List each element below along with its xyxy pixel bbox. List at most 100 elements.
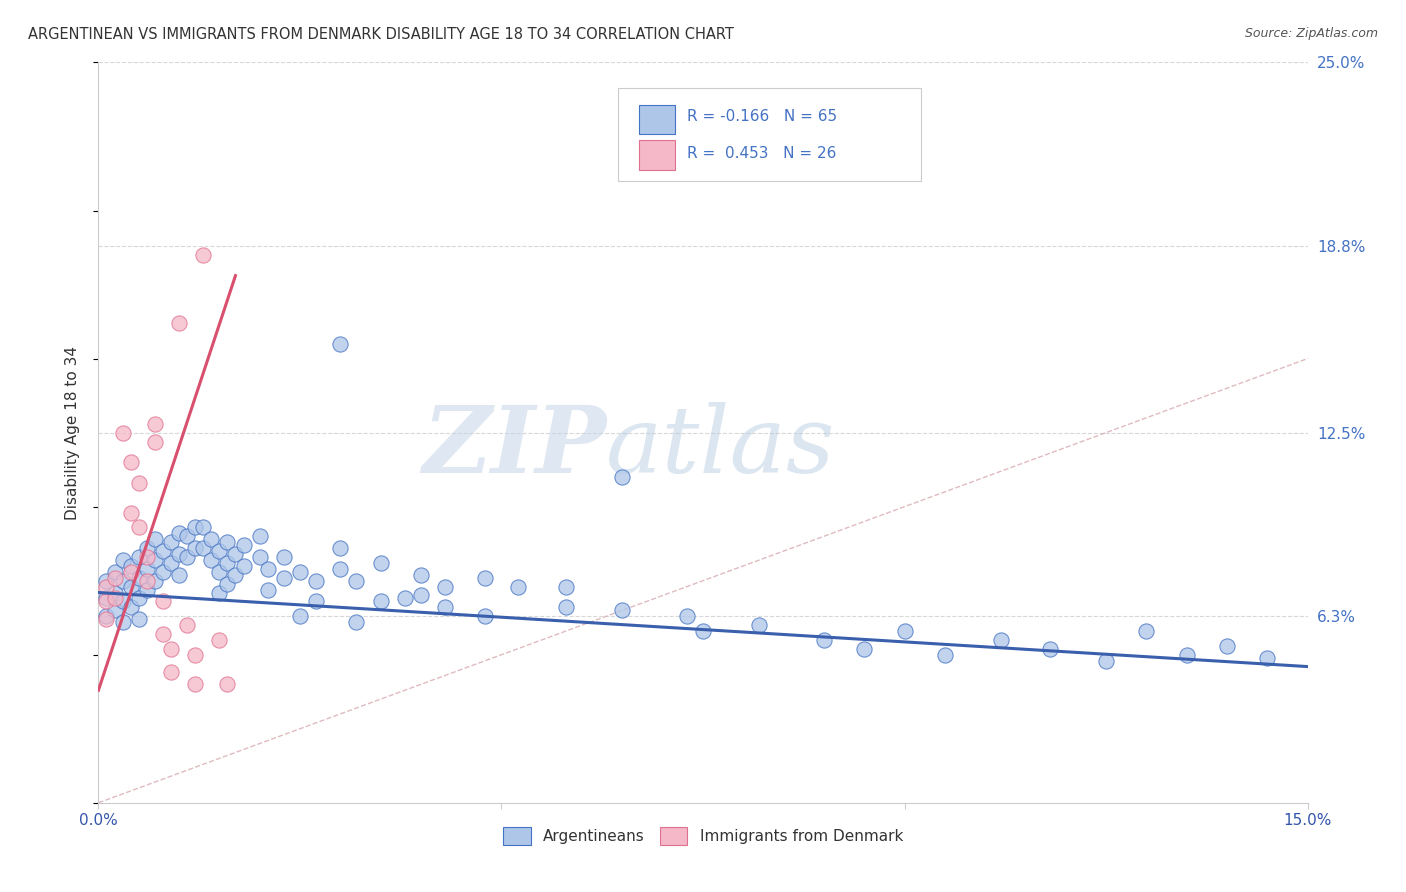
Point <box>176 549 198 564</box>
Point <box>208 544 231 558</box>
Point <box>474 609 496 624</box>
Point <box>612 470 634 484</box>
Point <box>256 562 278 576</box>
Point <box>167 567 190 582</box>
Point <box>1095 654 1118 668</box>
Point <box>143 553 166 567</box>
Point <box>893 624 915 638</box>
Point <box>160 665 183 680</box>
Point <box>555 600 578 615</box>
Point <box>103 565 125 579</box>
Point <box>990 632 1012 647</box>
Point <box>676 609 699 624</box>
Point <box>135 541 157 555</box>
Point <box>434 580 457 594</box>
Point <box>748 618 770 632</box>
Point <box>143 417 166 431</box>
Legend: Argentineans, Immigrants from Denmark: Argentineans, Immigrants from Denmark <box>496 821 910 851</box>
Point <box>1216 639 1239 653</box>
Point <box>217 535 239 549</box>
Point <box>344 615 367 629</box>
Point <box>193 520 215 534</box>
Point <box>143 574 166 588</box>
FancyBboxPatch shape <box>619 88 921 181</box>
Point <box>305 594 328 608</box>
Point <box>224 547 246 561</box>
Point <box>120 580 142 594</box>
Point <box>120 565 142 579</box>
Text: Source: ZipAtlas.com: Source: ZipAtlas.com <box>1244 27 1378 40</box>
Point <box>135 562 157 576</box>
Point <box>103 603 125 617</box>
Point <box>152 594 174 608</box>
Point <box>1256 650 1278 665</box>
Point <box>934 648 956 662</box>
Point <box>96 612 118 626</box>
Point <box>135 549 157 564</box>
Point <box>96 580 118 594</box>
FancyBboxPatch shape <box>638 104 675 135</box>
Point <box>111 574 134 588</box>
Point <box>160 556 183 570</box>
Point <box>128 475 150 490</box>
Point <box>120 506 142 520</box>
Point <box>329 541 352 555</box>
Point <box>555 580 578 594</box>
Point <box>152 544 174 558</box>
Point <box>128 520 150 534</box>
Point <box>506 580 529 594</box>
Point <box>96 609 118 624</box>
Point <box>193 248 215 262</box>
Point <box>217 556 239 570</box>
Point <box>96 591 118 606</box>
Point <box>813 632 835 647</box>
FancyBboxPatch shape <box>638 140 675 169</box>
Point <box>232 558 254 573</box>
Point <box>288 565 311 579</box>
Point <box>217 576 239 591</box>
Point <box>167 316 190 330</box>
Point <box>329 336 352 351</box>
Point <box>128 612 150 626</box>
Point <box>370 556 392 570</box>
Point <box>160 641 183 656</box>
Point <box>184 677 207 691</box>
Point <box>143 434 166 449</box>
Point <box>167 547 190 561</box>
Point <box>1135 624 1157 638</box>
Point <box>1039 641 1062 656</box>
Point <box>120 455 142 469</box>
Point <box>135 574 157 588</box>
Point <box>160 535 183 549</box>
Point <box>434 600 457 615</box>
Point <box>184 648 207 662</box>
Point <box>344 574 367 588</box>
Point <box>409 567 432 582</box>
Text: R = -0.166   N = 65: R = -0.166 N = 65 <box>688 109 838 124</box>
Point <box>409 589 432 603</box>
Point <box>1175 648 1198 662</box>
Point <box>184 520 207 534</box>
Point <box>217 677 239 691</box>
Point <box>128 591 150 606</box>
Point <box>111 615 134 629</box>
Point <box>370 594 392 608</box>
Point <box>120 600 142 615</box>
Point <box>394 591 416 606</box>
Point <box>193 541 215 555</box>
Point <box>200 553 222 567</box>
Point <box>184 541 207 555</box>
Point <box>103 591 125 606</box>
Point <box>96 594 118 608</box>
Point <box>167 526 190 541</box>
Point <box>224 567 246 582</box>
Point <box>249 529 271 543</box>
Point <box>111 425 134 440</box>
Point <box>256 582 278 597</box>
Point <box>208 585 231 599</box>
Point <box>96 574 118 588</box>
Point <box>305 574 328 588</box>
Point <box>152 627 174 641</box>
Point <box>853 641 876 656</box>
Text: ARGENTINEAN VS IMMIGRANTS FROM DENMARK DISABILITY AGE 18 TO 34 CORRELATION CHART: ARGENTINEAN VS IMMIGRANTS FROM DENMARK D… <box>28 27 734 42</box>
